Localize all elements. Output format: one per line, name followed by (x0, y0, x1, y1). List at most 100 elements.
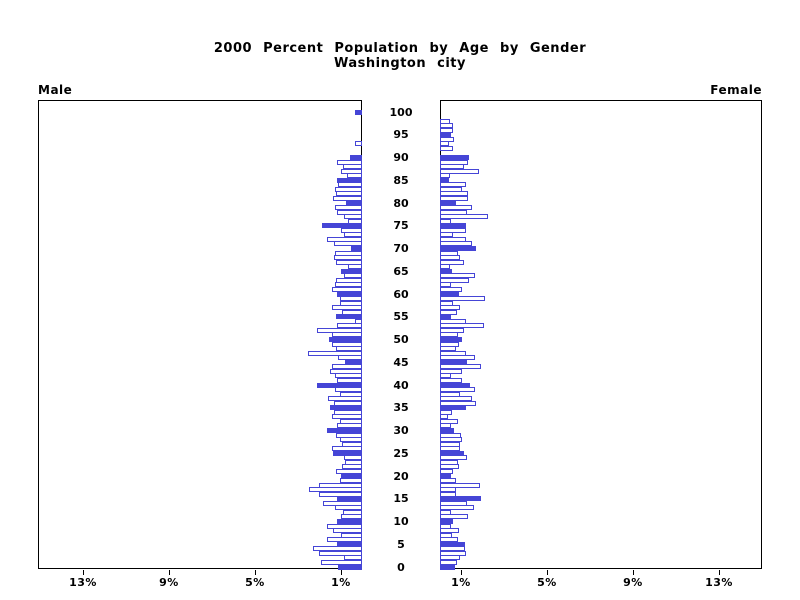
bar-female-age-96 (440, 128, 453, 133)
bar-male-age-40 (317, 383, 362, 388)
bar-female-age-40 (440, 383, 470, 388)
bar-male-age-9 (327, 524, 362, 529)
bar-male-age-1 (321, 560, 362, 565)
female-x-tick-label-9: 9% (623, 576, 643, 589)
bar-male-age-34 (334, 410, 362, 415)
bar-male-age-90 (350, 155, 362, 160)
bar-female-age-47 (440, 351, 466, 356)
bar-female-age-11 (440, 514, 468, 519)
bar-female-age-72 (440, 237, 466, 242)
bar-male-age-30 (327, 428, 362, 433)
bar-female-age-50 (440, 337, 462, 342)
bar-female-age-34 (440, 410, 452, 415)
bar-female-age-49 (440, 342, 459, 347)
bar-female-age-98 (440, 119, 450, 124)
bar-female-age-87 (440, 169, 479, 174)
bar-female-age-65 (440, 269, 452, 274)
bar-male-age-45 (345, 360, 362, 365)
bar-female-age-18 (440, 483, 480, 488)
bar-male-age-83 (335, 187, 362, 192)
bar-male-age-50 (329, 337, 362, 342)
female-x-tick-1 (461, 570, 462, 575)
bar-female-age-25 (440, 451, 464, 456)
bar-male-age-67 (336, 260, 362, 265)
bar-male-age-100 (355, 110, 362, 115)
bar-male-age-63 (336, 278, 362, 283)
bar-female-age-61 (440, 287, 462, 292)
bar-female-age-64 (440, 273, 475, 278)
bar-female-age-41 (440, 378, 462, 383)
age-tick-label-30: 30 (393, 424, 409, 437)
chart-title: 2000 Percent Population by Age by Gender (213, 41, 587, 56)
bar-male-age-85 (337, 178, 362, 183)
bar-male-age-43 (330, 369, 362, 374)
bar-male-age-27 (342, 442, 362, 447)
bar-female-age-30 (440, 428, 454, 433)
bar-female-age-21 (440, 469, 453, 474)
age-tick-label-5: 5 (397, 538, 405, 551)
bar-male-age-81 (333, 196, 362, 201)
bar-male-age-20 (341, 474, 362, 479)
age-tick-label-40: 40 (393, 379, 409, 392)
bar-female-age-59 (440, 296, 485, 301)
bar-female-age-80 (440, 201, 456, 206)
bar-male-age-93 (355, 141, 362, 146)
bar-female-age-1 (440, 560, 457, 565)
female-x-tick-5 (547, 570, 548, 575)
bar-male-age-70 (351, 246, 362, 251)
bar-female-age-36 (440, 401, 476, 406)
bar-female-age-32 (440, 419, 458, 424)
male-x-tick-label-13: 13% (69, 576, 97, 589)
male-x-tick-9 (169, 570, 170, 575)
bar-male-age-75 (322, 223, 362, 228)
bar-male-age-54 (355, 319, 362, 324)
bar-male-age-53 (337, 323, 362, 328)
bar-male-age-38 (340, 392, 362, 397)
male-x-tick-1 (341, 570, 342, 575)
bar-male-age-52 (317, 328, 362, 333)
bar-female-age-7 (440, 533, 452, 538)
bar-male-age-21 (336, 469, 362, 474)
bar-female-age-69 (440, 251, 458, 256)
age-tick-label-90: 90 (393, 151, 409, 164)
bar-male-age-5 (337, 542, 362, 547)
female-x-tick-13 (719, 570, 720, 575)
bar-male-age-56 (342, 310, 362, 315)
age-tick-label-20: 20 (393, 470, 409, 483)
bar-female-age-9 (440, 524, 451, 529)
bar-female-age-14 (440, 501, 467, 506)
age-tick-label-15: 15 (393, 492, 409, 505)
age-tick-label-100: 100 (389, 106, 413, 119)
bar-male-age-41 (337, 378, 362, 383)
age-tick-label-0: 0 (397, 561, 405, 574)
bar-male-age-14 (323, 501, 362, 506)
age-tick-label-80: 80 (393, 197, 409, 210)
bar-female-age-63 (440, 278, 469, 283)
age-tick-label-55: 55 (393, 310, 409, 323)
bar-female-age-16 (440, 492, 456, 497)
male-axis-label: Male (38, 83, 73, 97)
male-x-tick-5 (255, 570, 256, 575)
bar-female-age-92 (440, 146, 453, 151)
age-tick-label-45: 45 (393, 356, 409, 369)
bar-female-age-81 (440, 196, 468, 201)
bar-male-age-16 (319, 492, 362, 497)
bar-female-age-3 (440, 551, 466, 556)
bar-female-age-58 (440, 301, 453, 306)
bar-female-age-27 (440, 442, 460, 447)
age-tick-label-95: 95 (393, 128, 409, 141)
bar-male-age-87 (341, 169, 362, 174)
age-tick-label-25: 25 (393, 447, 409, 460)
bar-male-age-47 (308, 351, 362, 356)
bar-female-age-94 (440, 137, 454, 142)
bar-female-age-29 (440, 433, 461, 438)
age-tick-label-70: 70 (393, 242, 409, 255)
bar-male-age-18 (319, 483, 362, 488)
bar-male-age-10 (337, 519, 362, 524)
bar-male-age-23 (345, 460, 362, 465)
bar-male-age-69 (335, 251, 362, 256)
bar-female-age-0 (440, 565, 455, 570)
chart-subtitle: Washington city (334, 56, 466, 71)
bar-male-age-60 (337, 292, 362, 297)
age-tick-label-75: 75 (393, 219, 409, 232)
